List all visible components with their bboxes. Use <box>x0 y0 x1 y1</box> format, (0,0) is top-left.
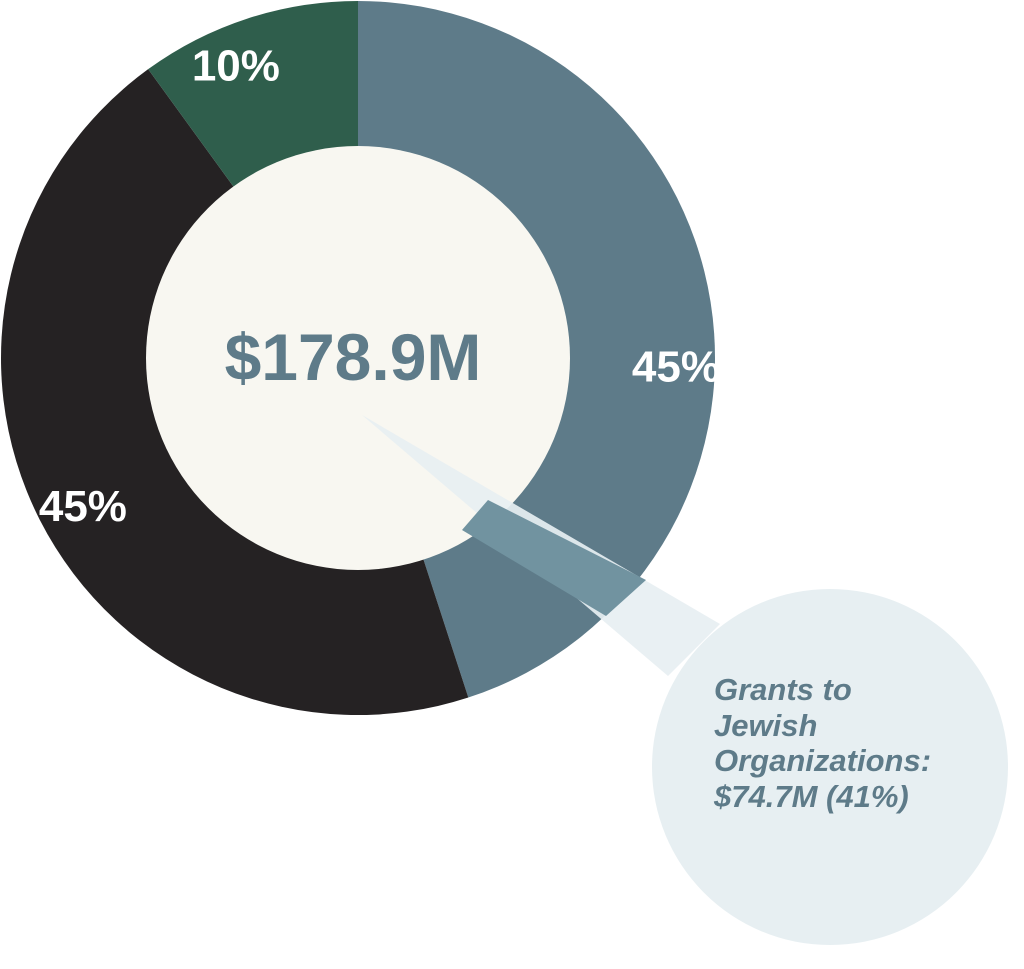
slice-percent-label: 45% <box>632 342 720 391</box>
callout-line-3: Organizations: <box>714 743 932 779</box>
callout-layer <box>362 415 1008 945</box>
callout-pointer-overlap <box>462 500 646 616</box>
callout-text: Grants to Jewish Organizations: $74.7M (… <box>714 672 1004 815</box>
callout-bubble <box>652 589 1008 945</box>
center-hole <box>146 146 570 570</box>
labels-layer: 45% 45% 10% <box>39 41 720 531</box>
center-total-label: $178.9M <box>225 320 482 394</box>
slice-percent-label: 10% <box>192 41 280 90</box>
slice-percent-label: 45% <box>39 482 127 531</box>
callout-line-2: Jewish <box>714 707 818 743</box>
callout-line-1: Grants to <box>714 672 852 707</box>
callout-line-4: $74.7M (41%) <box>714 778 909 814</box>
